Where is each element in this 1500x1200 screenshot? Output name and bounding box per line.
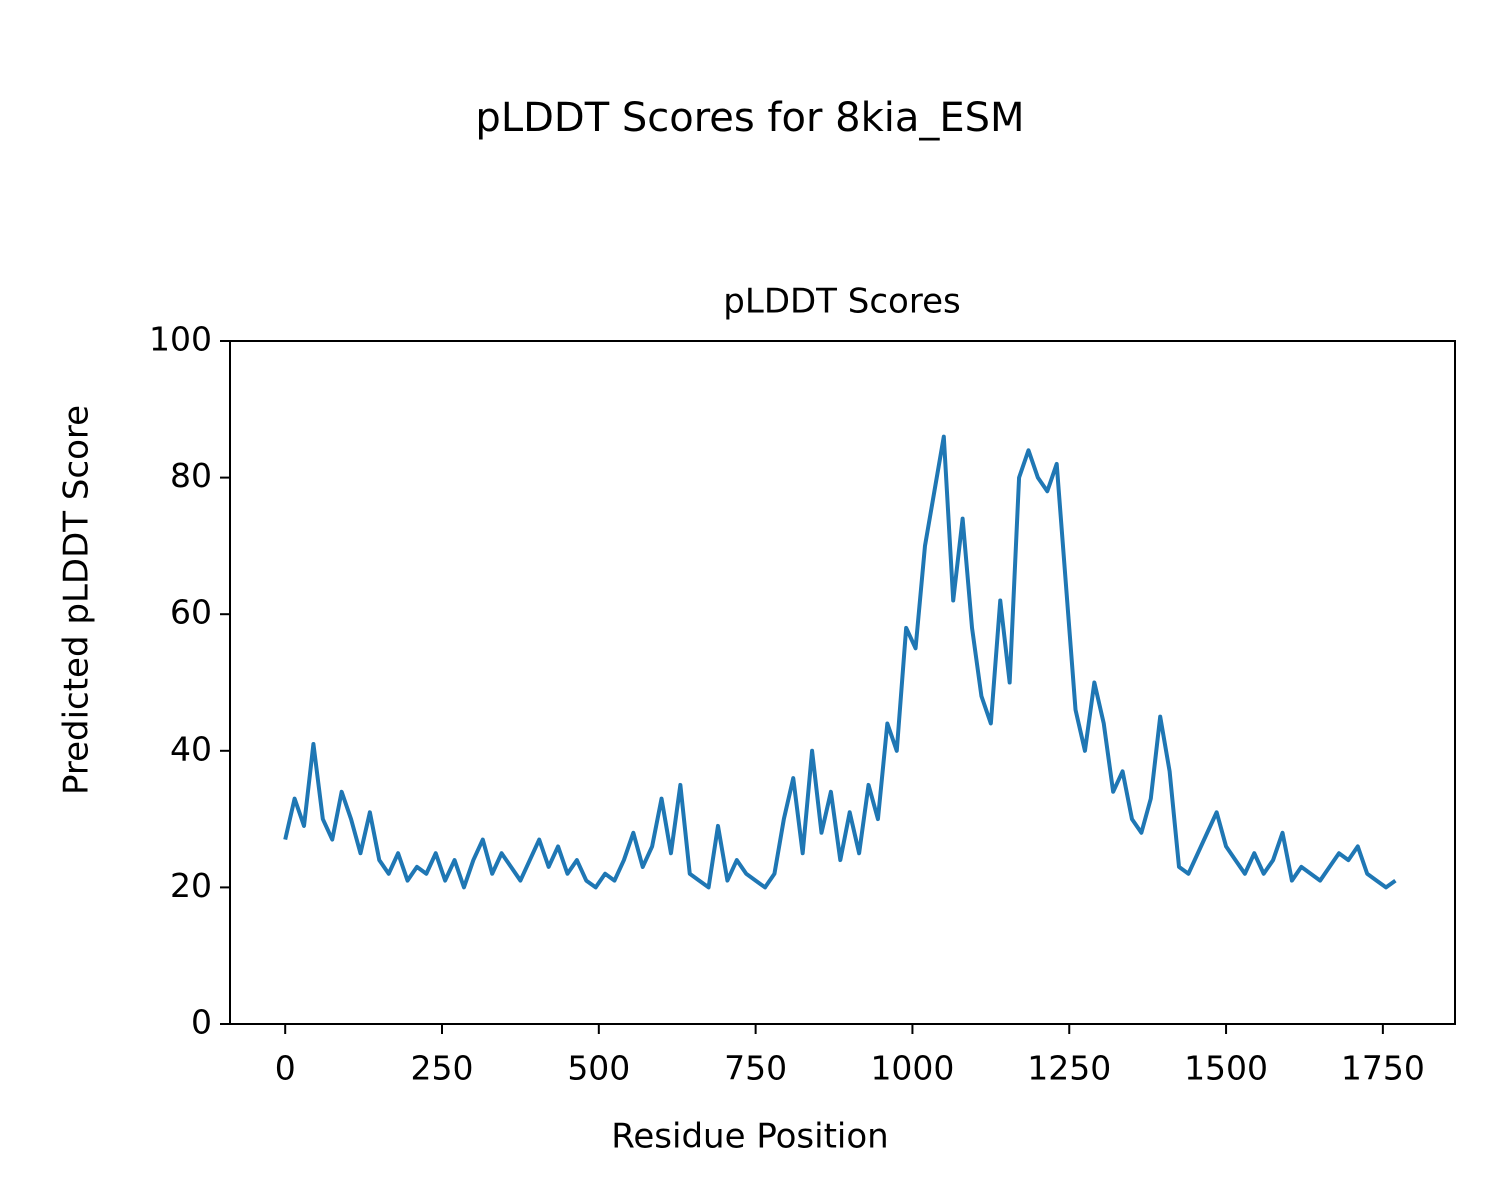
y-tick-label: 40 <box>170 729 212 768</box>
suptitle: pLDDT Scores for 8kia_ESM <box>475 95 1024 141</box>
y-tick-label: 20 <box>170 866 212 905</box>
y-axis-label: Predicted pLDDT Score <box>57 405 97 795</box>
data-line <box>283 434 1397 890</box>
x-tick-label: 750 <box>724 1049 787 1088</box>
y-tick-label: 0 <box>191 1003 212 1042</box>
y-tick-label: 80 <box>170 456 212 495</box>
axes-title: pLDDT Scores <box>723 282 960 322</box>
plot-frame <box>229 340 1456 1025</box>
y-tick-label: 100 <box>149 320 212 359</box>
x-tick-label: 250 <box>411 1049 474 1088</box>
x-tick-label: 500 <box>567 1049 630 1088</box>
x-tick-label: 1000 <box>870 1049 954 1088</box>
x-axis-label: Residue Position <box>611 1117 888 1157</box>
x-tick-label: 0 <box>275 1049 296 1088</box>
x-tick-label: 1500 <box>1184 1049 1268 1088</box>
y-tick-label: 60 <box>170 593 212 632</box>
x-tick-label: 1750 <box>1341 1049 1425 1088</box>
x-tick-label: 1250 <box>1027 1049 1111 1088</box>
